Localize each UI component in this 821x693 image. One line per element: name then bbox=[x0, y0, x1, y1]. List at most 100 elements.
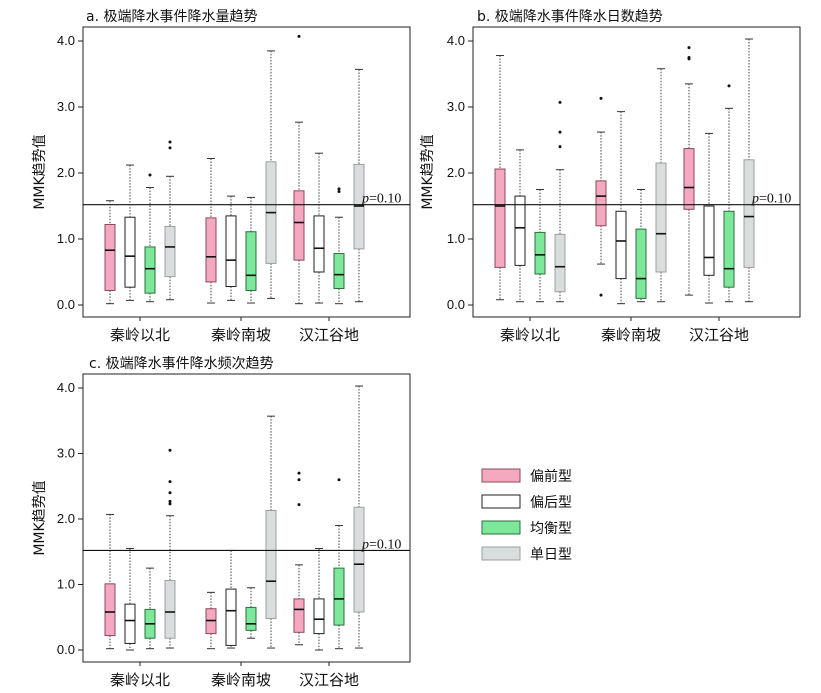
y-tick-label: 1.0 bbox=[447, 231, 465, 246]
outlier-point bbox=[558, 145, 562, 149]
box-2-2 bbox=[333, 187, 345, 305]
box-iqr bbox=[333, 253, 345, 290]
x-category-label: 汉江谷地 bbox=[299, 326, 359, 344]
outlier-point bbox=[297, 471, 301, 475]
box-1-0 bbox=[205, 157, 217, 304]
box-0-3 bbox=[554, 100, 566, 303]
box-iqr bbox=[164, 580, 176, 639]
x-category-label: 秦岭以北 bbox=[500, 326, 560, 344]
outlier-point bbox=[297, 503, 301, 507]
box-1-1 bbox=[225, 195, 237, 301]
box-iqr bbox=[104, 583, 116, 637]
reference-label-p: p bbox=[361, 192, 369, 207]
plot-frame bbox=[82, 26, 411, 318]
box-0-0 bbox=[104, 200, 116, 305]
x-category-label: 秦岭以北 bbox=[110, 671, 170, 689]
y-tick-label: 4.0 bbox=[57, 380, 75, 395]
outlier-point bbox=[297, 478, 301, 482]
box-iqr bbox=[514, 195, 526, 266]
box-iqr bbox=[245, 606, 257, 631]
outlier-point bbox=[168, 140, 172, 144]
box-1-3 bbox=[265, 415, 277, 649]
x-category-label: 汉江谷地 bbox=[689, 326, 749, 344]
box-2-3 bbox=[353, 385, 365, 649]
box-iqr bbox=[144, 246, 156, 294]
box-2-2 bbox=[333, 478, 345, 650]
plot-frame bbox=[472, 26, 801, 318]
box-0-3 bbox=[164, 448, 176, 649]
outlier-point bbox=[558, 130, 562, 134]
box-iqr bbox=[205, 217, 217, 283]
box-0-3 bbox=[164, 140, 176, 301]
y-tick-label: 1.0 bbox=[57, 231, 75, 246]
box-iqr bbox=[124, 603, 136, 644]
box-iqr bbox=[124, 216, 136, 288]
panel-title: a. 极端降水事件降水量趋势 bbox=[86, 9, 257, 25]
x-category-label: 秦岭以北 bbox=[110, 326, 170, 344]
box-iqr bbox=[313, 598, 325, 635]
box-2-0 bbox=[293, 471, 305, 646]
box-iqr bbox=[164, 225, 176, 278]
outlier-point bbox=[687, 46, 691, 50]
box-2-0 bbox=[293, 34, 305, 305]
reference-label: p=0.10 bbox=[361, 537, 401, 552]
outlier-point bbox=[168, 502, 172, 506]
legend-label: 偏前型 bbox=[530, 468, 572, 485]
x-category-label: 秦岭南坡 bbox=[601, 326, 661, 344]
reference-label-p: p bbox=[751, 192, 759, 207]
reference-label-value: =0.10 bbox=[369, 537, 401, 552]
panel-title: c. 极端降水事件降水频次趋势 bbox=[89, 356, 274, 372]
y-tick-label: 0.0 bbox=[57, 297, 75, 312]
box-1-2 bbox=[245, 587, 257, 639]
x-category-label: 秦岭南坡 bbox=[211, 671, 271, 689]
outlier-point bbox=[168, 491, 172, 495]
y-tick-label: 1.0 bbox=[57, 577, 75, 592]
y-tick-label: 2.0 bbox=[57, 511, 75, 526]
outlier-point bbox=[558, 100, 562, 104]
box-1-0 bbox=[595, 96, 607, 297]
box-2-1 bbox=[703, 132, 715, 304]
legend-label: 均衡型 bbox=[530, 521, 572, 537]
box-iqr bbox=[293, 598, 305, 633]
y-tick-label: 0.0 bbox=[447, 297, 465, 312]
box-iqr bbox=[655, 162, 667, 273]
box-iqr bbox=[723, 210, 735, 288]
y-tick-label: 3.0 bbox=[57, 446, 75, 461]
box-iqr bbox=[293, 190, 305, 261]
outlier-point bbox=[599, 96, 603, 100]
box-iqr bbox=[333, 567, 345, 626]
box-1-1 bbox=[225, 549, 237, 649]
panel-b: b. 极端降水事件降水日数趋势 MMK趋势值 0.0 1.0 2.0 3.0 4.0 秦岭以北… bbox=[420, 9, 801, 344]
y-tick-label: 2.0 bbox=[57, 165, 75, 180]
box-iqr bbox=[703, 205, 715, 276]
x-category-label: 秦岭南坡 bbox=[211, 326, 271, 344]
box-0-0 bbox=[494, 55, 506, 301]
box-1-1 bbox=[615, 111, 627, 305]
plot-frame bbox=[82, 373, 411, 663]
reference-label-value: =0.10 bbox=[369, 192, 401, 207]
box-iqr bbox=[534, 231, 546, 275]
box-0-2 bbox=[144, 173, 156, 303]
y-axis-label: MMK趋势值 bbox=[420, 134, 436, 209]
box-0-1 bbox=[124, 547, 136, 651]
outlier-point bbox=[687, 56, 691, 59]
box-2-3 bbox=[743, 38, 755, 303]
box-iqr bbox=[225, 215, 237, 288]
reference-label-p: p bbox=[361, 537, 369, 552]
y-tick-label: 3.0 bbox=[447, 99, 465, 114]
legend-swatch bbox=[481, 546, 521, 561]
y-tick-label: 3.0 bbox=[57, 99, 75, 114]
box-2-1 bbox=[313, 152, 325, 304]
box-iqr bbox=[104, 223, 116, 291]
box-0-2 bbox=[144, 567, 156, 650]
y-tick-label: 4.0 bbox=[57, 33, 75, 48]
box-2-1 bbox=[313, 547, 325, 651]
y-axis-label: MMK趋势值 bbox=[32, 480, 48, 555]
outlier-point bbox=[168, 480, 172, 484]
legend-swatch bbox=[481, 520, 521, 535]
box-2-0 bbox=[683, 46, 695, 296]
box-1-2 bbox=[245, 196, 257, 304]
box-iqr bbox=[313, 215, 325, 273]
box-iqr bbox=[635, 228, 647, 299]
